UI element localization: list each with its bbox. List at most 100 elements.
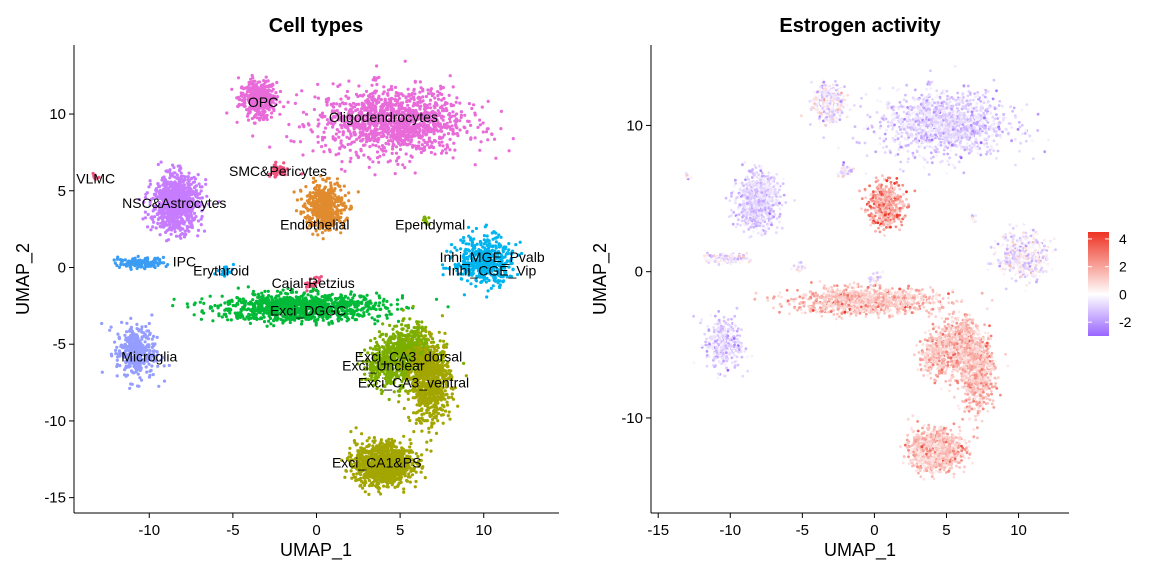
cell-point (264, 91, 268, 95)
cell-point (347, 199, 351, 203)
cell-point (344, 107, 348, 111)
cell-point (248, 321, 252, 325)
cell-point (394, 159, 399, 163)
cell-point (357, 102, 361, 106)
cell-point (377, 131, 381, 135)
cell-point (243, 300, 248, 304)
cell-point (261, 94, 265, 98)
cell-point (377, 294, 381, 298)
cell-point (458, 101, 462, 105)
cell-point (494, 236, 498, 240)
cell-point (434, 101, 438, 105)
cell-point (449, 243, 454, 247)
cell-point (385, 299, 389, 303)
cell-point (239, 307, 243, 312)
cell-point (347, 191, 351, 195)
cell-point (486, 138, 490, 142)
cell-point (334, 153, 338, 157)
cell-point (448, 148, 452, 152)
cell-point (163, 222, 167, 227)
cell-point (192, 211, 197, 215)
cell-point (518, 240, 522, 244)
cell-point (254, 94, 258, 98)
cell-point (511, 137, 515, 141)
cell-point (405, 137, 409, 141)
cell-point (245, 108, 249, 112)
cell-point (174, 234, 179, 238)
cell-point (192, 186, 197, 190)
cell-point (338, 104, 342, 108)
cell-point (404, 128, 408, 132)
cell-point (314, 319, 318, 323)
cell-point (447, 93, 451, 97)
cell-point (422, 148, 426, 153)
cell-point (485, 127, 489, 131)
cell-point (463, 126, 467, 130)
cell-point (441, 144, 445, 148)
cell-point (243, 304, 247, 308)
cell-point (485, 243, 489, 247)
cell-point (173, 230, 177, 234)
cell-point (200, 309, 204, 313)
cell-point (238, 315, 243, 319)
cell-point (253, 102, 257, 106)
cell-point (179, 174, 183, 178)
cell-point (317, 191, 321, 195)
cell-point (339, 188, 343, 192)
cell-point (403, 59, 407, 63)
cell-point (263, 289, 267, 293)
cell-point (416, 103, 420, 107)
cell-point (361, 94, 365, 98)
cell-point (440, 140, 444, 144)
cell-point (264, 306, 268, 310)
cell-point (315, 205, 319, 209)
cell-point (335, 128, 339, 132)
cell-point (343, 193, 347, 198)
cell-point (377, 304, 381, 308)
cell-point (153, 215, 157, 219)
cell-point (242, 100, 246, 104)
cell-point (356, 308, 360, 312)
cell-point (242, 93, 246, 97)
cell-point (329, 102, 333, 106)
cell-point (362, 311, 366, 315)
cell-point (408, 159, 412, 164)
cell-point (454, 125, 458, 129)
cell-point (247, 312, 251, 316)
cell-point (401, 163, 405, 167)
cell-point (282, 319, 286, 323)
cell-point (339, 208, 344, 212)
cell-point (260, 306, 264, 310)
cell-point (417, 95, 421, 99)
cell-point (158, 233, 162, 237)
cell-point (241, 297, 245, 301)
cell-point (155, 261, 159, 265)
cell-point (171, 189, 175, 193)
cell-point (274, 102, 278, 106)
cell-point (316, 124, 320, 128)
cell-point (437, 97, 441, 101)
cell-point (199, 189, 203, 193)
cell-point (237, 96, 241, 100)
cell-point (433, 152, 437, 156)
cell-point (250, 96, 255, 101)
cell-point (291, 297, 295, 301)
cell-point (261, 298, 265, 302)
cell-point (453, 148, 457, 152)
cell-point (375, 156, 380, 160)
cell-point (373, 90, 377, 94)
cell-point (448, 74, 452, 78)
cell-point (320, 111, 325, 115)
cell-point (494, 156, 498, 160)
cell-point (217, 312, 221, 316)
cell-point (396, 307, 400, 311)
cell-point (400, 294, 405, 298)
cell-point (271, 106, 275, 110)
cell-point (416, 131, 420, 136)
cell-point (383, 100, 387, 104)
cell-point (330, 212, 335, 216)
cell-point (264, 100, 268, 104)
cell-point (423, 145, 427, 149)
cell-point (417, 126, 421, 130)
cell-point (316, 96, 320, 100)
